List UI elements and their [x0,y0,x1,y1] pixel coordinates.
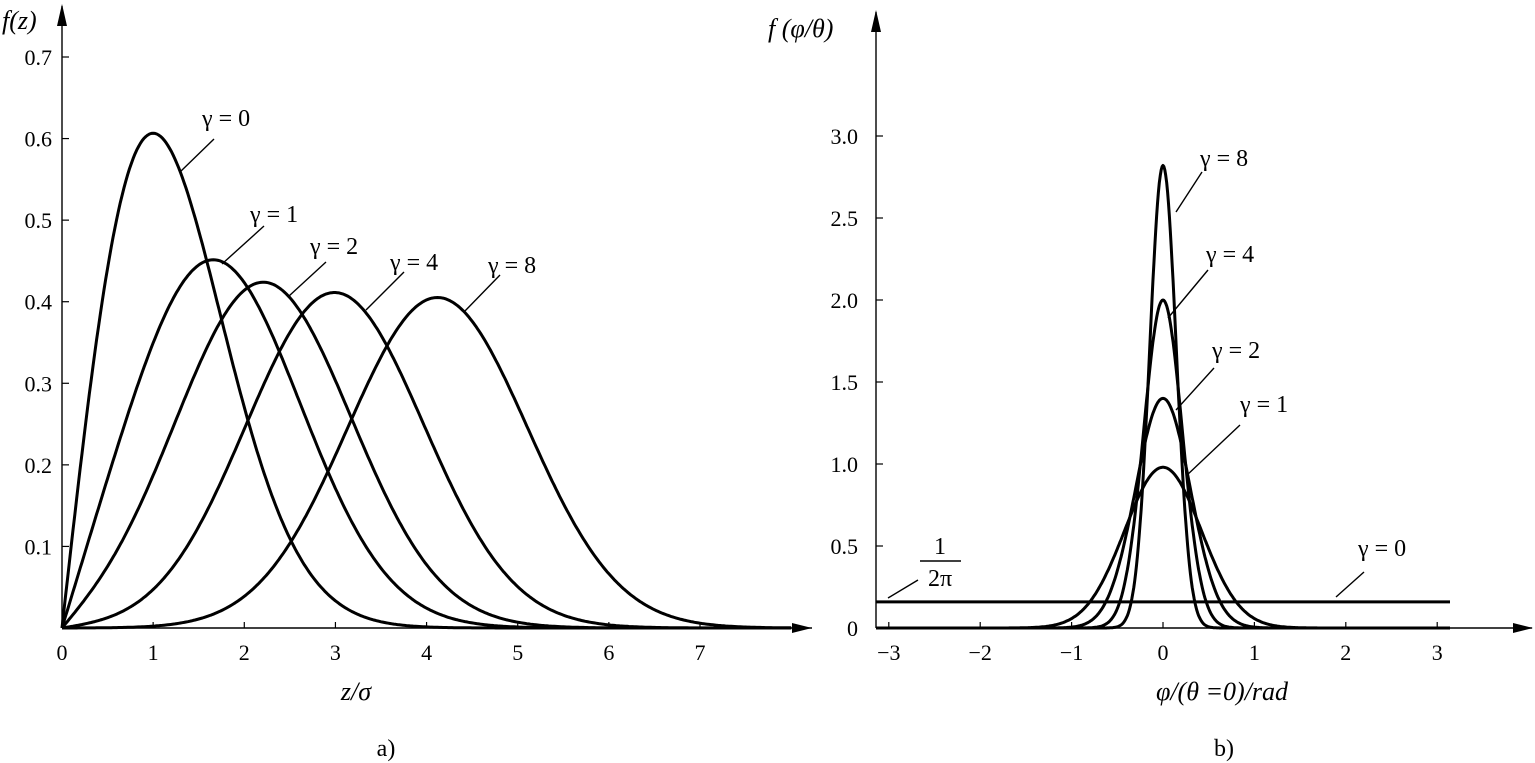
panel-a-y-axis-title: f(z) [2,6,37,35]
panel-a-series-line-gamma-4 [61,291,792,630]
panel-a-series-leader [179,138,215,173]
panel-a-series-label: γ = 2 [309,234,358,260]
panel-b-x-tick-label: −2 [968,640,991,665]
panel-a-series-label: γ = 8 [487,253,536,279]
panel-a-x-axis-arrow [792,623,812,633]
panel-b-chart: −3 −2 −1 0 1 2 3 0 0.5 1.0 1.5 2.0 2.5 3.0 γ = 0 γ = 1… [768,10,1533,762]
panel-b-y-tick-label: 2.5 [831,206,859,231]
panel-a-x-tick-label: 0 [57,640,68,665]
panel-b-x-axis-title: φ/(θ =0)/rad [1156,677,1289,706]
panel-a-series-leader [365,271,405,311]
panel-a-y-tick-label: 0.6 [25,127,53,152]
panel-b-y-tick-label: 0.5 [831,534,859,559]
panel-b-y-axis-title: f (φ/θ) [768,14,833,43]
panel-a-x-tick-label: 1 [148,640,159,665]
panel-b-series-leader [1335,571,1365,598]
panel-b-series-line-gamma-4 [875,298,1451,630]
panel-a-series-line-gamma-2 [60,280,792,630]
panel-b-series-label: γ = 8 [1199,146,1248,172]
panel-b-series-line-gamma-8 [875,164,1451,630]
annotation-numerator: 1 [934,534,946,560]
panel-a-series-leader [221,225,265,265]
panel-b-x-tick-label: 1 [1249,640,1260,665]
panel-a-y-tick-label: 0.4 [25,290,53,315]
panel-a-series-line-gamma-8 [62,296,792,630]
panel-a-x-axis-title: z/σ [340,677,372,706]
panel-b-series-label: γ = 4 [1205,242,1254,268]
panel-a-series-leader [288,261,327,297]
panel-b-y-tick-label: 0 [847,616,858,641]
panel-a-series-leader [463,274,501,313]
panel-b-x-axis-arrow [1513,623,1533,633]
panel-a-chart: 0 1 2 3 4 5 6 7 0.1 0.2 0.3 0.4 0.5 0.6 0.7 γ = 0 γ = 1… [2,4,812,762]
panel-a-x-tick-label: 4 [421,640,432,665]
panel-b-x-tick-label: 2 [1340,640,1351,665]
panel-a-y-axis-arrow [57,4,67,26]
panel-a-y-tick-label: 0.1 [25,534,53,559]
panel-b-series-leader [1175,171,1203,213]
panel-a-y-tick-label: 0.2 [25,453,53,478]
panel-b-y-tick-label: 1.0 [831,452,859,477]
panel-a-series-line-gamma-1 [60,258,792,630]
panel-a-x-tick-label: 5 [512,640,523,665]
panel-b-y-axis-arrow [871,10,881,32]
panel-b-series-leader [1175,367,1215,411]
panel-a-series-line-gamma-0 [60,131,792,630]
panel-a-x-tick-label: 3 [330,640,341,665]
panel-b-x-tick-label: −3 [877,640,900,665]
panel-b-series-label: γ = 1 [1239,392,1288,418]
panel-b-series-label: γ = 2 [1211,338,1260,364]
panel-a-series-label: γ = 4 [389,250,438,276]
panel-a-x-tick-label: 6 [603,640,614,665]
annotation-denominator: 2π [928,566,952,592]
panel-a-x-tick-label: 7 [695,640,706,665]
panel-b-series-label: γ = 0 [1357,536,1406,562]
panel-a-series-label: γ = 0 [201,106,250,132]
panel-b-y-tick-label: 2.0 [831,288,859,313]
annotation-leader-line [887,579,919,599]
panel-b-y-tick-label: 3.0 [831,124,859,149]
panel-b-series-line-gamma-2 [875,396,1451,630]
panel-b-x-tick-label: 0 [1158,640,1169,665]
panel-b-series-leader [1185,424,1241,477]
panel-b-label: b) [1214,736,1234,762]
panel-a-y-tick-label: 0.7 [25,45,53,70]
panel-a-series-label: γ = 1 [249,202,298,228]
panel-a-y-tick-label: 0.5 [25,208,53,233]
panel-b-y-tick-label: 1.5 [831,370,859,395]
panel-b-x-tick-label: 3 [1432,640,1443,665]
panel-b-x-tick-label: −1 [1060,640,1083,665]
panel-a-label: a) [377,736,396,762]
panel-a-y-tick-label: 0.3 [25,371,53,396]
panel-b-series-leader [1167,269,1209,319]
panel-a-x-tick-label: 2 [239,640,250,665]
